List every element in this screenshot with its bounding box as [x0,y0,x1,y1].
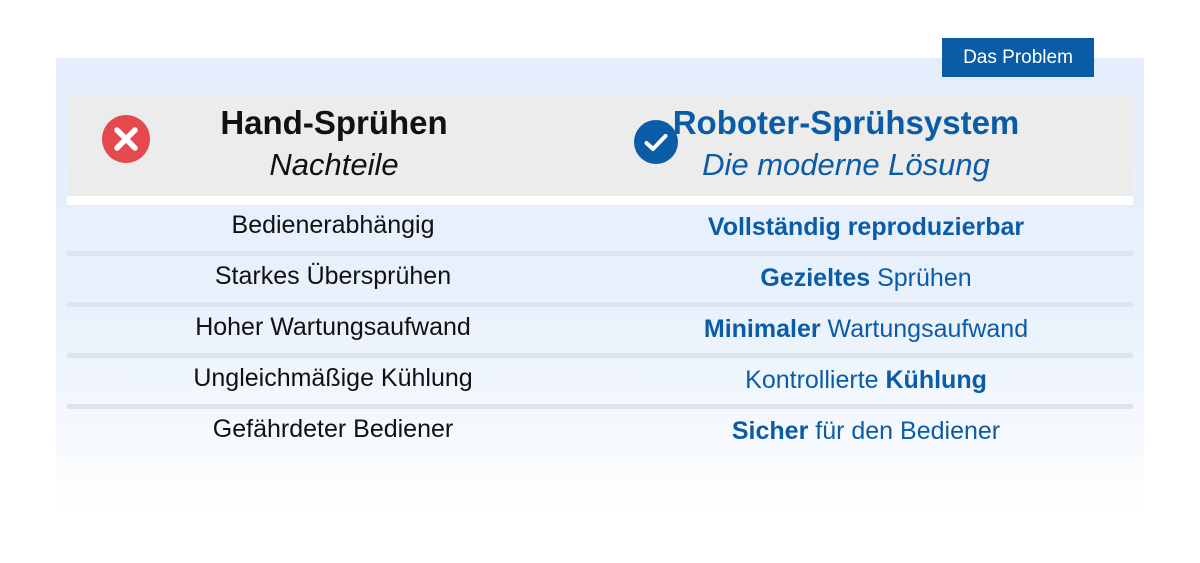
advantage-text: Gezieltes Sprühen [599,258,1133,298]
advantage-text: Kontrollierte Kühlung [599,360,1133,400]
advantage-emphasis: Minimaler [703,315,821,343]
section-tag: Das Problem [942,38,1094,77]
disadvantage-text: Ungleichmäßige Kühlung [193,364,473,392]
comparison-header: Hand-Sprühen Nachteile Roboter-Sprühsyst… [67,96,1133,196]
row-separator [67,302,1133,307]
advantage-segment: für den Bediener [808,417,1001,445]
header-divider [67,196,1133,205]
manual-spraying-subtitle: Nachteile [269,147,399,182]
disadvantage-text: Gefährdeter Bediener [212,415,454,443]
advantage-emphasis: Sicher [731,417,809,445]
advantage-segment: Kontrollierte [745,366,886,394]
manual-spraying-header: Hand-Sprühen Nachteile [202,96,466,196]
check-circle-icon [634,120,678,164]
comparison-row: Hoher Wartungsaufwand Minimaler Wartungsa… [67,307,1133,353]
row-separator [67,251,1133,256]
advantage-emphasis: Gezieltes [760,264,871,292]
disadvantage-text: Bedienerabhängig [231,211,435,239]
comparison-row: Bedienerabhängig Vollständig reproduzierb… [67,205,1133,251]
advantage-segment: Sprühen [870,264,972,292]
advantage-text: Vollständig reproduzierbar [599,207,1133,247]
advantage-segment: Wartungsaufwand [820,315,1029,343]
advantage-emphasis: Kühlung [885,366,987,394]
advantage-text: Sicher für den Bediener [599,411,1133,451]
row-separator [67,353,1133,358]
comparison-row: Ungleichmäßige Kühlung Kontrollierte Kühl… [67,358,1133,404]
comparison-rows: Bedienerabhängig Vollständig reproduzierb… [67,205,1133,455]
disadvantage-text: Starkes Übersprühen [214,262,452,290]
robot-spraying-subtitle: Die moderne Lösung [702,147,990,182]
comparison-row: Gefährdeter Bediener Sicher für den Bedie… [67,409,1133,455]
disadvantage-text: Hoher Wartungsaufwand [195,313,471,341]
comparison-row: Starkes Übersprühen Gezieltes Sprühen [67,256,1133,302]
row-separator [67,404,1133,409]
robot-spraying-header: Roboter-Sprühsystem Die moderne Lösung [632,96,1060,196]
advantage-text: Minimaler Wartungsaufwand [599,309,1133,349]
advantage-emphasis: Vollständig reproduzierbar [707,213,1025,241]
close-circle-icon [102,115,150,163]
robot-spraying-title: Roboter-Sprühsystem [672,104,1020,141]
manual-spraying-title: Hand-Sprühen [220,104,448,141]
